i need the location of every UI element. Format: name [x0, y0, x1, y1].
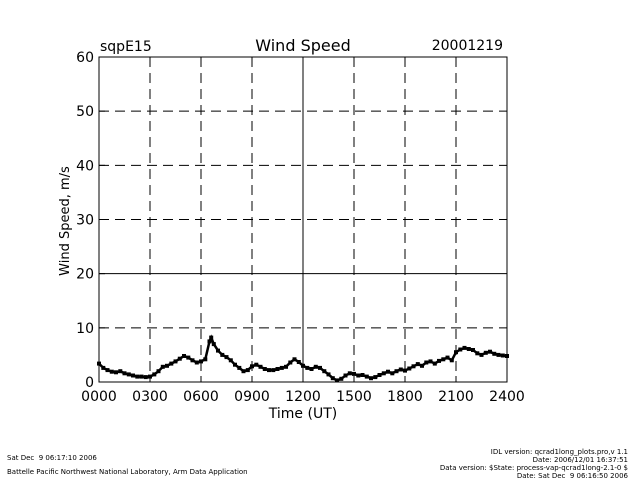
site-label: sqpE15 — [100, 39, 152, 55]
chart-title: Wind Speed — [255, 36, 350, 55]
y-tick-label: 60 — [76, 50, 94, 66]
footer-idl-version: IDL version: qcrad1long_plots.pro,v 1.1 — [490, 448, 628, 456]
footer-data-version: Data version: $State: process-vap-qcrad1… — [439, 464, 628, 472]
plot-frame — [98, 56, 508, 383]
y-axis-label: Wind Speed, m/s — [58, 166, 73, 276]
y-tick-label: 50 — [76, 104, 94, 120]
x-tick-label: 0000 — [81, 389, 117, 405]
y-tick-label: 20 — [76, 267, 94, 283]
footer-data-date: Date: Sat Dec 9 06:16:50 2006 — [516, 472, 628, 480]
x-tick-label: 1500 — [336, 389, 372, 405]
x-tick-label: 0900 — [234, 389, 270, 405]
date-label: 20001219 — [432, 38, 503, 54]
footer-organization: Battelle Pacific Northwest National Labo… — [7, 468, 248, 476]
x-tick-label: 0300 — [132, 389, 168, 405]
footer-timestamp: Sat Dec 9 06:17:10 2006 — [7, 454, 97, 462]
x-tick-label: 2100 — [438, 389, 474, 405]
x-axis-label: Time (UT) — [268, 406, 337, 422]
x-tick-label: 0600 — [183, 389, 219, 405]
x-tick-label: 1800 — [387, 389, 423, 405]
y-tick-label: 40 — [76, 158, 94, 174]
footer-idl-date: Date: 2006/12/01 16:37:51 — [532, 456, 628, 464]
y-tick-label: 10 — [76, 321, 94, 337]
y-tick-label: 0 — [85, 375, 94, 391]
y-tick-label: 30 — [76, 213, 94, 229]
x-tick-label: 1200 — [285, 389, 321, 405]
wind-speed-trace — [98, 334, 508, 382]
x-tick-label: 2400 — [489, 389, 525, 405]
